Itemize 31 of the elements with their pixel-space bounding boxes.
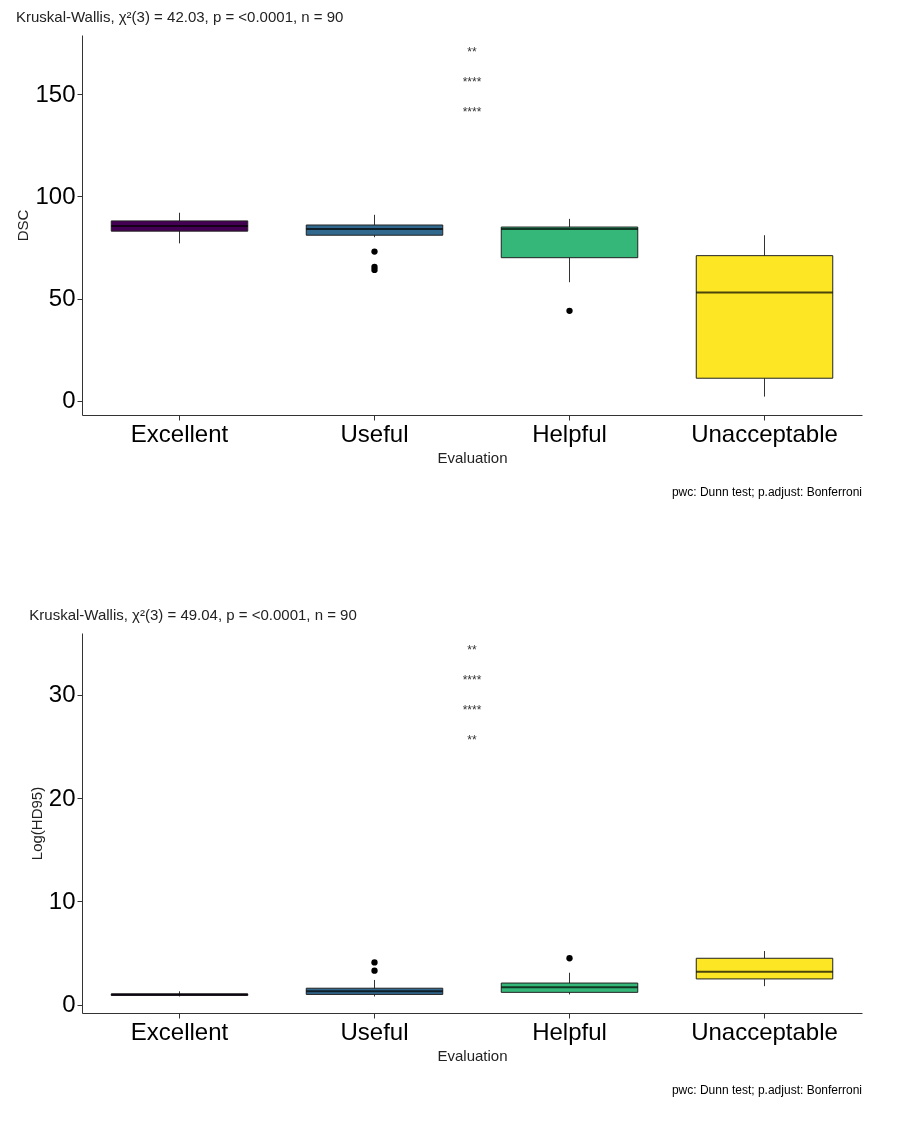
- text: pwc: Dunn test; p.adjust: Bonferroni: [671, 485, 862, 499]
- x-tick-label: Helpful: [532, 419, 607, 447]
- x-tick-label: Helpful: [532, 1017, 607, 1045]
- y-tick-label: 150: [35, 79, 76, 107]
- y-tick-label: 0: [62, 990, 76, 1018]
- x-tick-label: Unacceptable: [691, 419, 838, 447]
- x-tick-label: Useful: [340, 1017, 409, 1045]
- y-tick-label: 10: [48, 886, 76, 914]
- annotation: ****: [462, 673, 482, 687]
- y-axis-title: Log(HD95): [27, 786, 45, 861]
- chart-title: Kruskal-Wallis, χ²(3) = 49.04, p = <0.0001, n = 90: [29, 606, 357, 623]
- annotation: **: [467, 643, 477, 657]
- y-tick-label: 50: [48, 284, 76, 312]
- x-tick-label: Useful: [340, 419, 409, 447]
- text: pwc: Dunn test; p.adjust: Bonferroni: [671, 1083, 862, 1097]
- annotation: ****: [462, 703, 482, 717]
- y-tick-label: 100: [35, 181, 76, 209]
- x-axis-title: Evaluation: [437, 1046, 508, 1064]
- x-tick-label: Unacceptable: [691, 1017, 838, 1045]
- x-tick-label: Excellent: [130, 1017, 229, 1045]
- annotation: **: [467, 733, 477, 747]
- annotation: ****: [462, 75, 482, 89]
- y-tick-label: 20: [48, 783, 76, 811]
- y-axis-title: DSC: [14, 209, 32, 242]
- y-tick-label: 0: [62, 386, 76, 414]
- x-axis-title: Evaluation: [437, 448, 508, 466]
- annotation: **: [467, 45, 477, 59]
- annotation: ****: [462, 105, 482, 119]
- x-tick-label: Excellent: [130, 419, 229, 447]
- chart-title: Kruskal-Wallis, χ²(3) = 42.03, p = <0.0001, n = 90: [15, 8, 344, 25]
- y-tick-label: 30: [48, 680, 76, 708]
